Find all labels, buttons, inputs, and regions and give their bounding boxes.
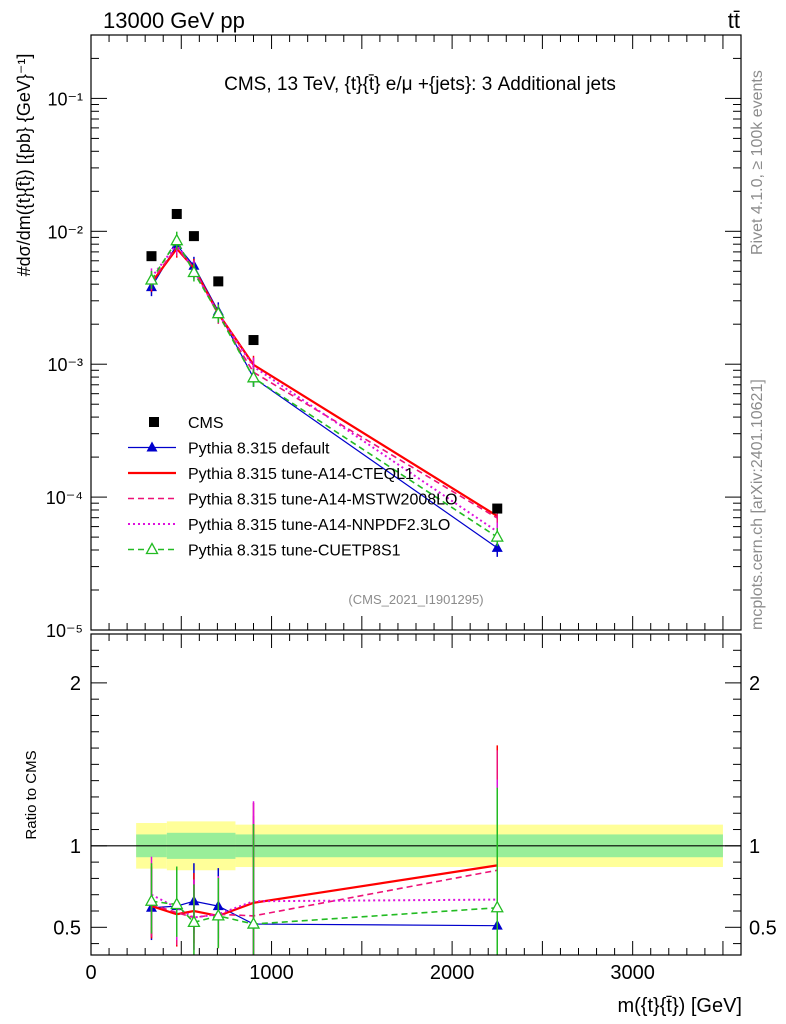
legend-marker-cms	[149, 417, 159, 427]
legend-label-pythia-8-315-tune-a14-nnpdf2-3lo: Pythia 8.315 tune-A14-NNPDF2.3LO	[188, 517, 450, 534]
legend-label-pythia-8-315-tune-a14-cteql1: Pythia 8.315 tune-A14-CTEQL1	[188, 466, 414, 483]
main-watermark: (CMS_2021_I1901295)	[348, 592, 483, 607]
ratio-frame	[90, 633, 742, 956]
main-title: CMS, 13 TeV, {t}{t̄} e/μ +{jets}: 3 Addi…	[224, 74, 616, 95]
legend-label-cms: CMS	[188, 415, 224, 432]
legend-label-pythia-8-315-default: Pythia 8.315 default	[188, 441, 330, 458]
data-point-pythia-8-315-tune-cuetp8s1	[187, 265, 201, 278]
main-frame	[90, 34, 742, 631]
data-point-pythia-8-315-default	[491, 541, 503, 552]
x-tick-label: 3000	[610, 962, 655, 984]
series-line-pythia-8-315-tune-a14-nnpdf2-3lo	[150, 242, 498, 533]
ratio-line-pythia-8-315-tune-a14-nnpdf2-3lo	[151, 893, 498, 919]
main-y-tick-label: 10⁻⁵	[46, 621, 83, 641]
ratio-point-pythia-8-315-tune-cuetp8s1	[211, 908, 225, 921]
data-point-pythia-8-315-tune-cuetp8s1	[490, 529, 504, 542]
data-point-pythia-8-315-tune-cuetp8s1	[170, 233, 184, 246]
x-axis-label: m({t}{t̄}) [GeV]	[617, 995, 742, 1017]
ratio-panel: 2 2 1 1 0.5 0.5 0 1000 2000 3000 Ratio to CMS m({…	[23, 633, 777, 1017]
legend: CMS Pythia 8.315 default Pythia 8.315 tune…	[128, 415, 457, 560]
x-tick-label: 1000	[249, 962, 294, 984]
ratio-y-axis-label: Ratio to CMS	[23, 750, 40, 839]
legend-marker-pythia-8-315-default	[146, 441, 158, 452]
data-point-cms	[171, 208, 182, 219]
data-point-pythia-8-315-tune-cuetp8s1	[144, 272, 159, 285]
ratio-line-pythia-8-315-tune-a14-cteql1	[151, 864, 498, 918]
series-line-pythia-8-315-tune-cuetp8s1	[150, 239, 498, 538]
ratio-y-tick-label: 1	[70, 836, 81, 858]
data-point-pythia-8-315-tune-cuetp8s1	[211, 306, 225, 319]
ratio-y-tick-label-right: 1	[749, 836, 760, 858]
ratio-point-pythia-8-315-tune-cuetp8s1	[144, 893, 159, 906]
main-panel: CMS, 13 TeV, {t}{t̄} e/μ +{jets}: 3 Addi…	[14, 34, 742, 641]
ratio-point-pythia-8-315-tune-cuetp8s1	[246, 916, 261, 929]
main-y-tick-label: 10⁻¹	[47, 89, 83, 109]
rivet-version-label: Rivet 4.1.0, ≥ 100k events	[749, 70, 766, 255]
header-right-label: tt̄	[728, 8, 740, 33]
data-point-pythia-8-315-tune-cuetp8s1	[246, 370, 261, 383]
data-point-cms	[188, 231, 199, 242]
ratio-y-tick-label: 2	[70, 673, 81, 695]
main-y-axis-label: #dσ/dm({t}{t̄}) [{pb} {GeV}⁻¹]	[14, 54, 34, 277]
ratio-point-pythia-8-315-tune-cuetp8s1	[187, 915, 201, 928]
header-left-label: 13000 GeV pp	[103, 8, 245, 33]
data-point-cms	[248, 335, 259, 346]
x-tick-label: 0	[85, 962, 96, 984]
ratio-y-tick-label-right: 2	[749, 673, 760, 695]
ratio-line-pythia-8-315-tune-a14-mstw2008lo	[151, 869, 498, 919]
main-y-tick-label: 10⁻²	[47, 222, 83, 242]
series-line-pythia-8-315-tune-a14-mstw2008lo	[150, 245, 498, 519]
ratio-point-pythia-8-315-tune-cuetp8s1	[490, 900, 504, 913]
data-point-cms	[213, 276, 224, 287]
legend-label-pythia-8-315-tune-a14-mstw2008lo: Pythia 8.315 tune-A14-MSTW2008LO	[188, 492, 457, 509]
ratio-line-pythia-8-315-tune-cuetp8s1	[151, 900, 498, 925]
legend-label-pythia-8-315-tune-cuetp8s1: Pythia 8.315 tune-CUETP8S1	[188, 543, 401, 560]
mcplots-label: mcplots.cern.ch [arXiv:2401.10621]	[749, 379, 766, 630]
ratio-y-tick-label-right: 0.5	[749, 917, 777, 939]
data-point-cms	[492, 503, 503, 514]
legend-marker-pythia-8-315-tune-cuetp8s1	[145, 542, 159, 555]
ratio-point-pythia-8-315-tune-cuetp8s1	[170, 897, 184, 910]
main-y-tick-label: 10⁻⁴	[46, 488, 83, 508]
main-y-tick-label: 10⁻³	[47, 355, 83, 375]
x-tick-label: 2000	[430, 962, 475, 984]
data-point-cms	[146, 251, 157, 262]
ratio-y-tick-label: 0.5	[53, 917, 81, 939]
